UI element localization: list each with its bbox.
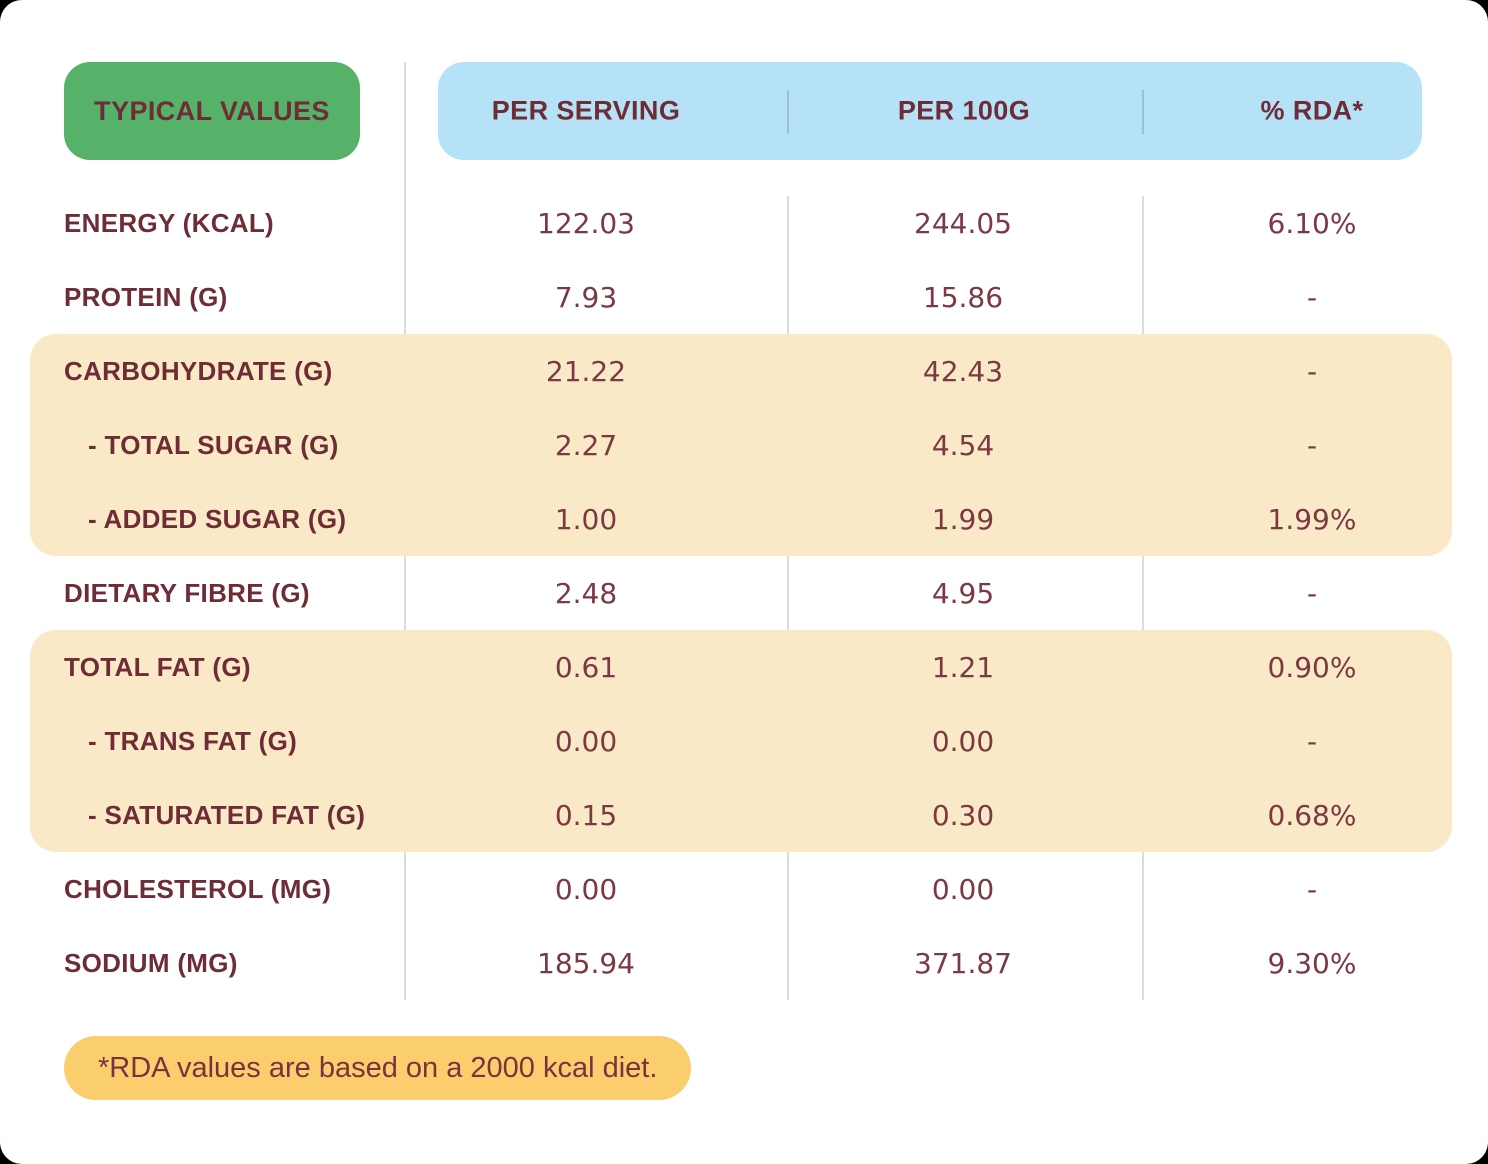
table-row: - SATURATED FAT (G) 0.15 0.30 0.68% <box>30 778 1452 852</box>
nutrient-label: ENERGY (KCAL) <box>64 207 274 238</box>
value-rda: 0.90% <box>1267 650 1357 684</box>
value-per-100g: 4.54 <box>931 428 995 462</box>
table-row: TOTAL FAT (G) 0.61 1.21 0.90% <box>30 630 1452 704</box>
value-per-100g: 1.21 <box>931 650 995 684</box>
column-header-rda: % RDA* <box>1260 95 1364 126</box>
value-per-serving: 185.94 <box>537 946 635 980</box>
highlight-band-carbohydrate: CARBOHYDRATE (G) 21.22 42.43 - - TOTAL S… <box>30 334 1452 556</box>
value-per-100g: 0.00 <box>931 872 995 906</box>
typical-values-badge: TYPICAL VALUES <box>64 62 360 160</box>
header-divider <box>1142 90 1144 134</box>
table-row: CARBOHYDRATE (G) 21.22 42.43 - <box>30 334 1452 408</box>
column-header-per-serving: PER SERVING <box>491 95 681 126</box>
column-header-bar: PER SERVING PER 100G % RDA* <box>438 62 1422 160</box>
value-per-100g: 371.87 <box>914 946 1012 980</box>
nutrient-label: DIETARY FIBRE (G) <box>64 577 310 608</box>
rda-footnote-pill: *RDA values are based on a 2000 kcal die… <box>64 1036 692 1100</box>
value-per-serving: 2.27 <box>554 428 618 462</box>
value-per-serving: 2.48 <box>554 576 618 610</box>
value-rda: - <box>1306 576 1318 610</box>
value-per-serving: 0.61 <box>554 650 618 684</box>
value-per-serving: 0.15 <box>554 798 618 832</box>
value-per-serving: 122.03 <box>537 206 635 240</box>
column-header-per-100g: PER 100G <box>897 95 1031 126</box>
value-rda: - <box>1306 724 1318 758</box>
value-per-serving: 0.00 <box>554 872 618 906</box>
table-row: - TRANS FAT (G) 0.00 0.00 - <box>30 704 1452 778</box>
value-rda: 0.68% <box>1267 798 1357 832</box>
value-per-100g: 15.86 <box>922 280 1004 314</box>
value-per-serving: 0.00 <box>554 724 618 758</box>
nutrition-table-body: ENERGY (KCAL) 122.03 244.05 6.10% PROTEI… <box>30 186 1452 1000</box>
value-per-100g: 4.95 <box>931 576 995 610</box>
value-per-100g: 42.43 <box>922 354 1004 388</box>
nutrient-label: - ADDED SUGAR (G) <box>88 503 347 534</box>
value-rda: - <box>1306 872 1318 906</box>
nutrient-label: CARBOHYDRATE (G) <box>64 355 333 386</box>
table-row: SODIUM (MG) 185.94 371.87 9.30% <box>30 926 1452 1000</box>
value-per-100g: 0.00 <box>931 724 995 758</box>
table-row: - TOTAL SUGAR (G) 2.27 4.54 - <box>30 408 1452 482</box>
nutrient-label: SODIUM (MG) <box>64 947 238 978</box>
value-rda: - <box>1306 428 1318 462</box>
value-rda: 1.99% <box>1267 502 1357 536</box>
column-divider <box>1142 196 1144 1000</box>
nutrient-label: - TOTAL SUGAR (G) <box>88 429 339 460</box>
highlight-band-fat: TOTAL FAT (G) 0.61 1.21 0.90% - TRANS FA… <box>30 630 1452 852</box>
value-per-100g: 244.05 <box>914 206 1012 240</box>
value-rda: - <box>1306 280 1318 314</box>
value-per-serving: 1.00 <box>554 502 618 536</box>
nutrient-label: PROTEIN (G) <box>64 281 228 312</box>
nutrient-label: - SATURATED FAT (G) <box>88 799 366 830</box>
value-per-serving: 21.22 <box>545 354 627 388</box>
value-rda: - <box>1306 354 1318 388</box>
table-row: CHOLESTEROL (MG) 0.00 0.00 - <box>30 852 1452 926</box>
value-rda: 6.10% <box>1267 206 1357 240</box>
table-row: ENERGY (KCAL) 122.03 244.05 6.10% <box>30 186 1452 260</box>
table-row: - ADDED SUGAR (G) 1.00 1.99 1.99% <box>30 482 1452 556</box>
header-divider <box>787 90 789 134</box>
nutrient-label: TOTAL FAT (G) <box>64 651 251 682</box>
value-per-100g: 1.99 <box>931 502 995 536</box>
value-per-100g: 0.30 <box>931 798 995 832</box>
nutrient-label: - TRANS FAT (G) <box>88 725 298 756</box>
column-divider <box>787 196 789 1000</box>
typical-values-label: TYPICAL VALUES <box>94 95 330 126</box>
value-rda: 9.30% <box>1267 946 1357 980</box>
nutrient-label: CHOLESTEROL (MG) <box>64 873 332 904</box>
rda-footnote-text: *RDA values are based on a 2000 kcal die… <box>98 1051 658 1084</box>
table-row: PROTEIN (G) 7.93 15.86 - <box>30 260 1452 334</box>
value-per-serving: 7.93 <box>554 280 618 314</box>
table-row: DIETARY FIBRE (G) 2.48 4.95 - <box>30 556 1452 630</box>
